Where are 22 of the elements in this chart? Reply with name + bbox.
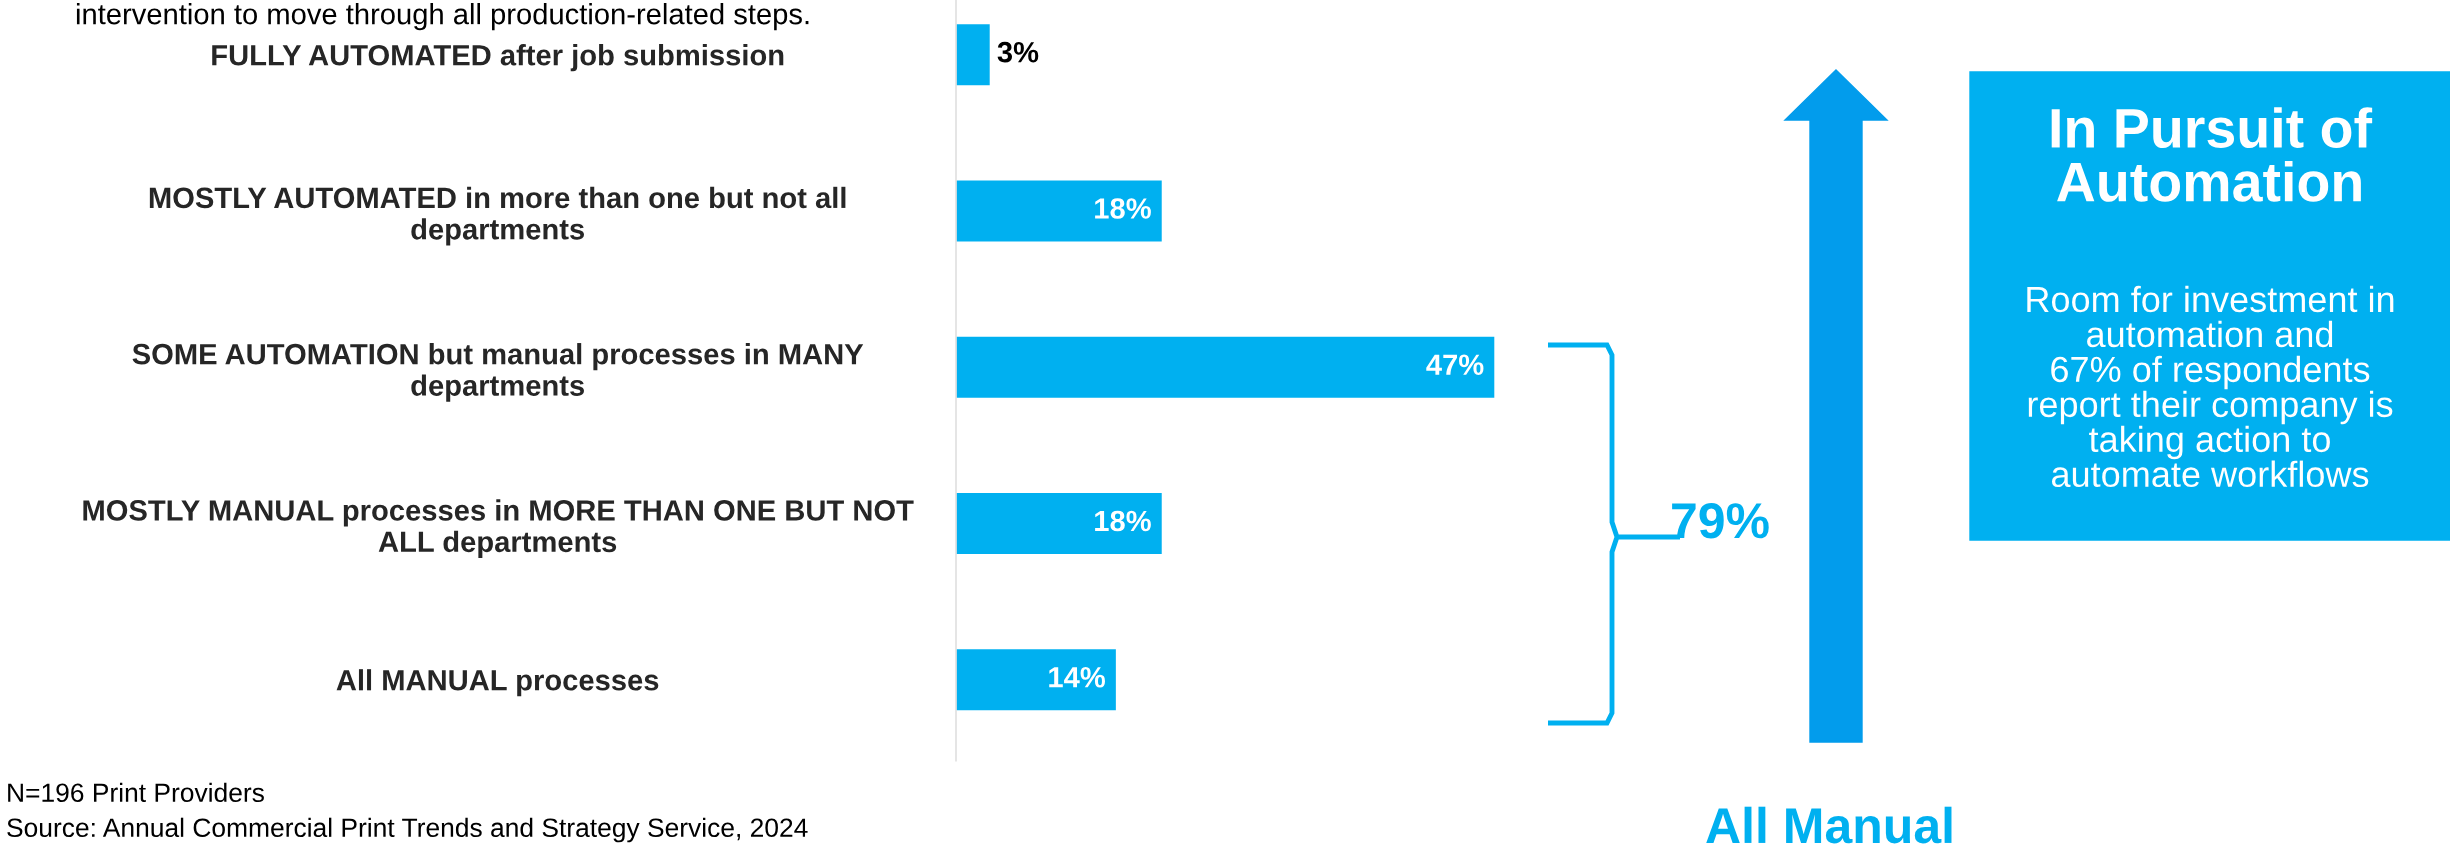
y-tick-label: MOSTLY MANUAL processes in MORE THAN ONE BUT NOT ALL departments — [83, 499, 914, 558]
bar — [956, 647, 1118, 712]
bar — [956, 22, 992, 87]
source-note: Source: Annual Commercial Print Trends and Strategy Service, 2024 — [7, 817, 808, 843]
bar — [956, 335, 1495, 400]
bar — [956, 491, 1164, 556]
text: In Pursuit of Automation — [2051, 107, 2373, 202]
text: Room for investment in automation and 67% of respondents report their company is taking action to automate workflows — [2027, 285, 2394, 488]
text: intervention to move through all production-related steps. — [76, 3, 809, 31]
data-label: 14% — [1049, 666, 1106, 688]
text: 79% — [1672, 503, 1769, 539]
bar — [956, 179, 1164, 243]
text: All Manual — [1706, 806, 1952, 844]
data-label: 18% — [1095, 198, 1151, 219]
y-tick-label: FULLY AUTOMATED after job submission — [212, 44, 784, 72]
data-label: 47% — [1426, 354, 1484, 375]
y-tick-label: All MANUAL processes — [336, 669, 659, 697]
y-tick-label: SOME AUTOMATION but manual processes in MANY departments — [132, 343, 864, 402]
data-label: 18% — [1095, 510, 1151, 532]
y-tick-label: MOSTLY AUTOMATED in more than one but not all departments — [149, 186, 846, 246]
text: N=196 Print Providers — [8, 782, 264, 803]
data-label: 3% — [997, 41, 1039, 63]
